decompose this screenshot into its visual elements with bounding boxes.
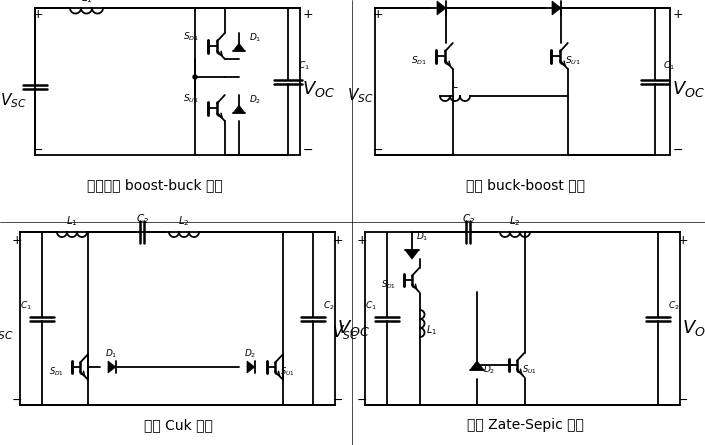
Text: $D_1$: $D_1$	[249, 32, 262, 44]
Text: $S_{U1}$: $S_{U1}$	[280, 366, 295, 378]
Text: +: +	[12, 234, 23, 247]
Text: $S_{U1}$: $S_{U1}$	[183, 93, 199, 105]
Text: $V_{SC}$: $V_{SC}$	[0, 92, 26, 110]
Text: $V_{SC}$: $V_{SC}$	[0, 324, 13, 342]
Text: $S_{D1}$: $S_{D1}$	[49, 366, 64, 378]
Text: L: L	[452, 80, 458, 90]
Text: $L_1$: $L_1$	[427, 323, 438, 337]
Text: $D_2$: $D_2$	[244, 348, 256, 360]
Text: $V_{SC}$: $V_{SC}$	[331, 324, 358, 342]
Text: $S_{D1}$: $S_{D1}$	[411, 55, 427, 67]
Text: +: +	[333, 234, 343, 247]
Text: +: +	[302, 8, 313, 20]
Text: −: −	[302, 143, 313, 157]
Text: 双向 buck-boost 电路: 双向 buck-boost 电路	[465, 178, 584, 192]
Text: +: +	[32, 8, 43, 20]
Text: $D_1$: $D_1$	[416, 231, 428, 243]
Circle shape	[193, 75, 197, 79]
Text: $L_2$: $L_2$	[178, 214, 190, 228]
Text: $C_1$: $C_1$	[298, 60, 310, 72]
Text: −: −	[357, 393, 367, 406]
Text: −: −	[12, 393, 23, 406]
Text: $V_{OC}$: $V_{OC}$	[336, 318, 369, 338]
Text: $C_1$: $C_1$	[663, 60, 675, 72]
Polygon shape	[437, 1, 446, 15]
Text: $C_1$: $C_1$	[20, 300, 32, 312]
Polygon shape	[108, 361, 116, 373]
Polygon shape	[405, 250, 419, 259]
Text: $D_1$: $D_1$	[105, 348, 117, 360]
Text: $D_1$: $D_1$	[437, 0, 449, 3]
Text: $C_2$: $C_2$	[137, 212, 149, 226]
Text: $S_{D1}$: $S_{D1}$	[381, 279, 396, 291]
Text: 双向半桥 boost-buck 电路: 双向半桥 boost-buck 电路	[87, 178, 223, 192]
Text: $C_2$: $C_2$	[323, 300, 335, 312]
Text: +: +	[678, 234, 688, 247]
Text: −: −	[673, 143, 683, 157]
Text: $S_{U1}$: $S_{U1}$	[565, 55, 581, 67]
Text: 双向 Cuk 电路: 双向 Cuk 电路	[144, 418, 212, 432]
Text: $L_1$: $L_1$	[80, 0, 92, 5]
Polygon shape	[233, 43, 245, 51]
Text: 双向 Zate-Sepic 电路: 双向 Zate-Sepic 电路	[467, 418, 584, 432]
Text: $V_{OC}$: $V_{OC}$	[671, 79, 704, 99]
Text: $V_{OC}$: $V_{OC}$	[682, 318, 705, 338]
Text: +: +	[357, 234, 367, 247]
Text: $D_2$: $D_2$	[249, 94, 262, 106]
Text: $C_2$: $C_2$	[462, 212, 476, 226]
Text: −: −	[373, 143, 384, 157]
Text: $S_{D1}$: $S_{D1}$	[183, 31, 199, 43]
Text: $D_2$: $D_2$	[483, 364, 495, 376]
Text: $L_2$: $L_2$	[509, 214, 521, 228]
Text: −: −	[32, 143, 43, 157]
Text: $V_{OC}$: $V_{OC}$	[302, 79, 334, 99]
Text: $D_2$: $D_2$	[552, 0, 564, 3]
Polygon shape	[233, 105, 245, 113]
Polygon shape	[552, 1, 561, 15]
Polygon shape	[247, 361, 255, 373]
Text: −: −	[333, 393, 343, 406]
Text: $C_2$: $C_2$	[668, 300, 680, 312]
Text: +: +	[373, 8, 384, 20]
Text: $V_{SC}$: $V_{SC}$	[347, 87, 374, 105]
Text: $L_1$: $L_1$	[66, 214, 78, 228]
Polygon shape	[470, 361, 484, 370]
Text: −: −	[678, 393, 688, 406]
Text: +: +	[673, 8, 683, 20]
Text: $S_{U1}$: $S_{U1}$	[522, 364, 537, 376]
Text: $C_1$: $C_1$	[365, 300, 377, 312]
